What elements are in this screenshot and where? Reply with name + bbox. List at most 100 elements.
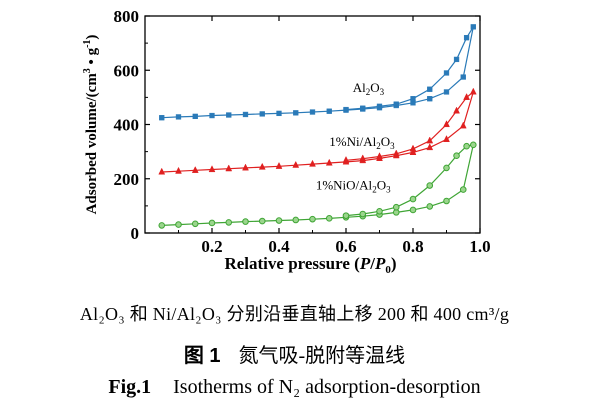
desorption-branch: [345, 26, 474, 111]
data-point: [392, 149, 400, 157]
x-tick-label: 0.6: [335, 237, 356, 256]
data-point: [360, 105, 366, 111]
data-point: [426, 143, 434, 151]
series-1: [158, 87, 477, 175]
x-tick-label: 0.4: [268, 237, 290, 256]
data-point: [259, 111, 265, 117]
data-point: [469, 87, 477, 95]
x-tick-label: 0.8: [402, 237, 423, 256]
data-point: [359, 210, 367, 218]
adsorption-branch: [161, 91, 474, 173]
data-point: [463, 93, 471, 100]
series-2: [158, 141, 477, 229]
data-point: [443, 197, 450, 205]
y-tick-label: 600: [114, 61, 140, 80]
y-tick-label: 200: [114, 170, 140, 189]
data-point: [460, 74, 466, 80]
data-point: [158, 167, 166, 175]
x-tick-label: 0.2: [201, 237, 222, 256]
data-point: [453, 152, 460, 159]
data-point: [192, 113, 198, 120]
data-point: [242, 111, 249, 118]
data-point: [376, 103, 383, 109]
data-point: [209, 112, 215, 119]
data-point: [191, 166, 199, 173]
figure-title-en: Isotherms of N₂ adsorption-desorption: [173, 376, 481, 398]
data-point: [208, 165, 216, 173]
data-point: [427, 86, 433, 92]
series-annotation: 1%Ni/Al2O3: [329, 134, 395, 151]
data-point: [409, 206, 417, 214]
data-point: [275, 217, 283, 224]
y-tick-label: 400: [114, 116, 140, 135]
plot-frame: [144, 15, 481, 234]
data-point: [463, 142, 470, 150]
data-point: [242, 218, 249, 225]
data-point: [459, 186, 467, 193]
data-point: [175, 114, 182, 120]
data-point: [426, 136, 434, 144]
data-point: [191, 220, 199, 228]
data-point: [376, 208, 383, 215]
figure-number-en: Fig.1: [108, 376, 152, 398]
data-point: [463, 35, 470, 41]
data-point: [343, 106, 349, 113]
data-point: [410, 96, 416, 102]
data-point: [309, 215, 316, 223]
data-point: [443, 70, 450, 76]
data-point: [325, 158, 333, 166]
data-point: [443, 135, 450, 142]
figure-caption-en: Fig.1 Isotherms of N₂ adsorption-desorpti…: [0, 376, 589, 399]
data-point: [342, 155, 350, 163]
data-point: [409, 144, 417, 152]
data-point: [309, 159, 316, 167]
data-point: [208, 219, 216, 227]
data-point: [443, 89, 450, 95]
desorption-branch: [345, 144, 474, 217]
series-annotation: Al2O3: [353, 80, 385, 97]
data-point: [426, 203, 434, 210]
data-point: [275, 161, 283, 169]
data-point: [226, 112, 232, 118]
data-point: [293, 110, 299, 116]
data-point: [453, 106, 460, 114]
data-point: [426, 182, 434, 189]
figure-caption-zh: 图 1 氮气吸-脱附等温线: [0, 339, 589, 368]
data-point: [376, 152, 383, 160]
data-point: [443, 120, 450, 128]
figure-number-zh: 图 1: [183, 345, 221, 367]
axes: 0.2 0.4 0.6 0.8 1.0 0 200 400 600 800 Relative pre…: [82, 7, 491, 276]
data-point: [242, 163, 249, 171]
data-point: [175, 221, 182, 228]
data-point: [158, 222, 166, 229]
series-0: [159, 24, 476, 121]
data-point: [393, 101, 399, 107]
x-axis-label: Relative pressure (P/P0): [224, 254, 396, 276]
data-point: [453, 56, 460, 63]
data-point: [359, 154, 367, 162]
data-point: [292, 160, 300, 168]
data-point: [276, 110, 282, 117]
data-point: [258, 217, 266, 225]
figure-title-zh: 氮气吸-脱附等温线: [238, 345, 406, 367]
data-point: [292, 216, 300, 224]
data-point: [409, 195, 417, 203]
annotations: Al2O3 1%Ni/Al2O3 1%NiO/Al2O3: [316, 80, 395, 195]
series-layer: [158, 24, 477, 229]
data-point: [325, 215, 333, 222]
data-point: [159, 115, 165, 121]
x-tick-label: 1.0: [469, 237, 490, 256]
data-point: [175, 166, 182, 174]
data-point: [225, 219, 233, 226]
data-point: [225, 164, 233, 172]
data-point: [443, 164, 450, 172]
data-point: [470, 24, 476, 30]
series-annotation: 1%NiO/Al2O3: [316, 178, 391, 195]
data-point: [342, 212, 350, 219]
data-point: [409, 148, 417, 155]
data-point: [470, 141, 477, 149]
data-point: [258, 162, 266, 170]
adsorption-branch: [161, 26, 474, 119]
data-point: [427, 96, 433, 102]
